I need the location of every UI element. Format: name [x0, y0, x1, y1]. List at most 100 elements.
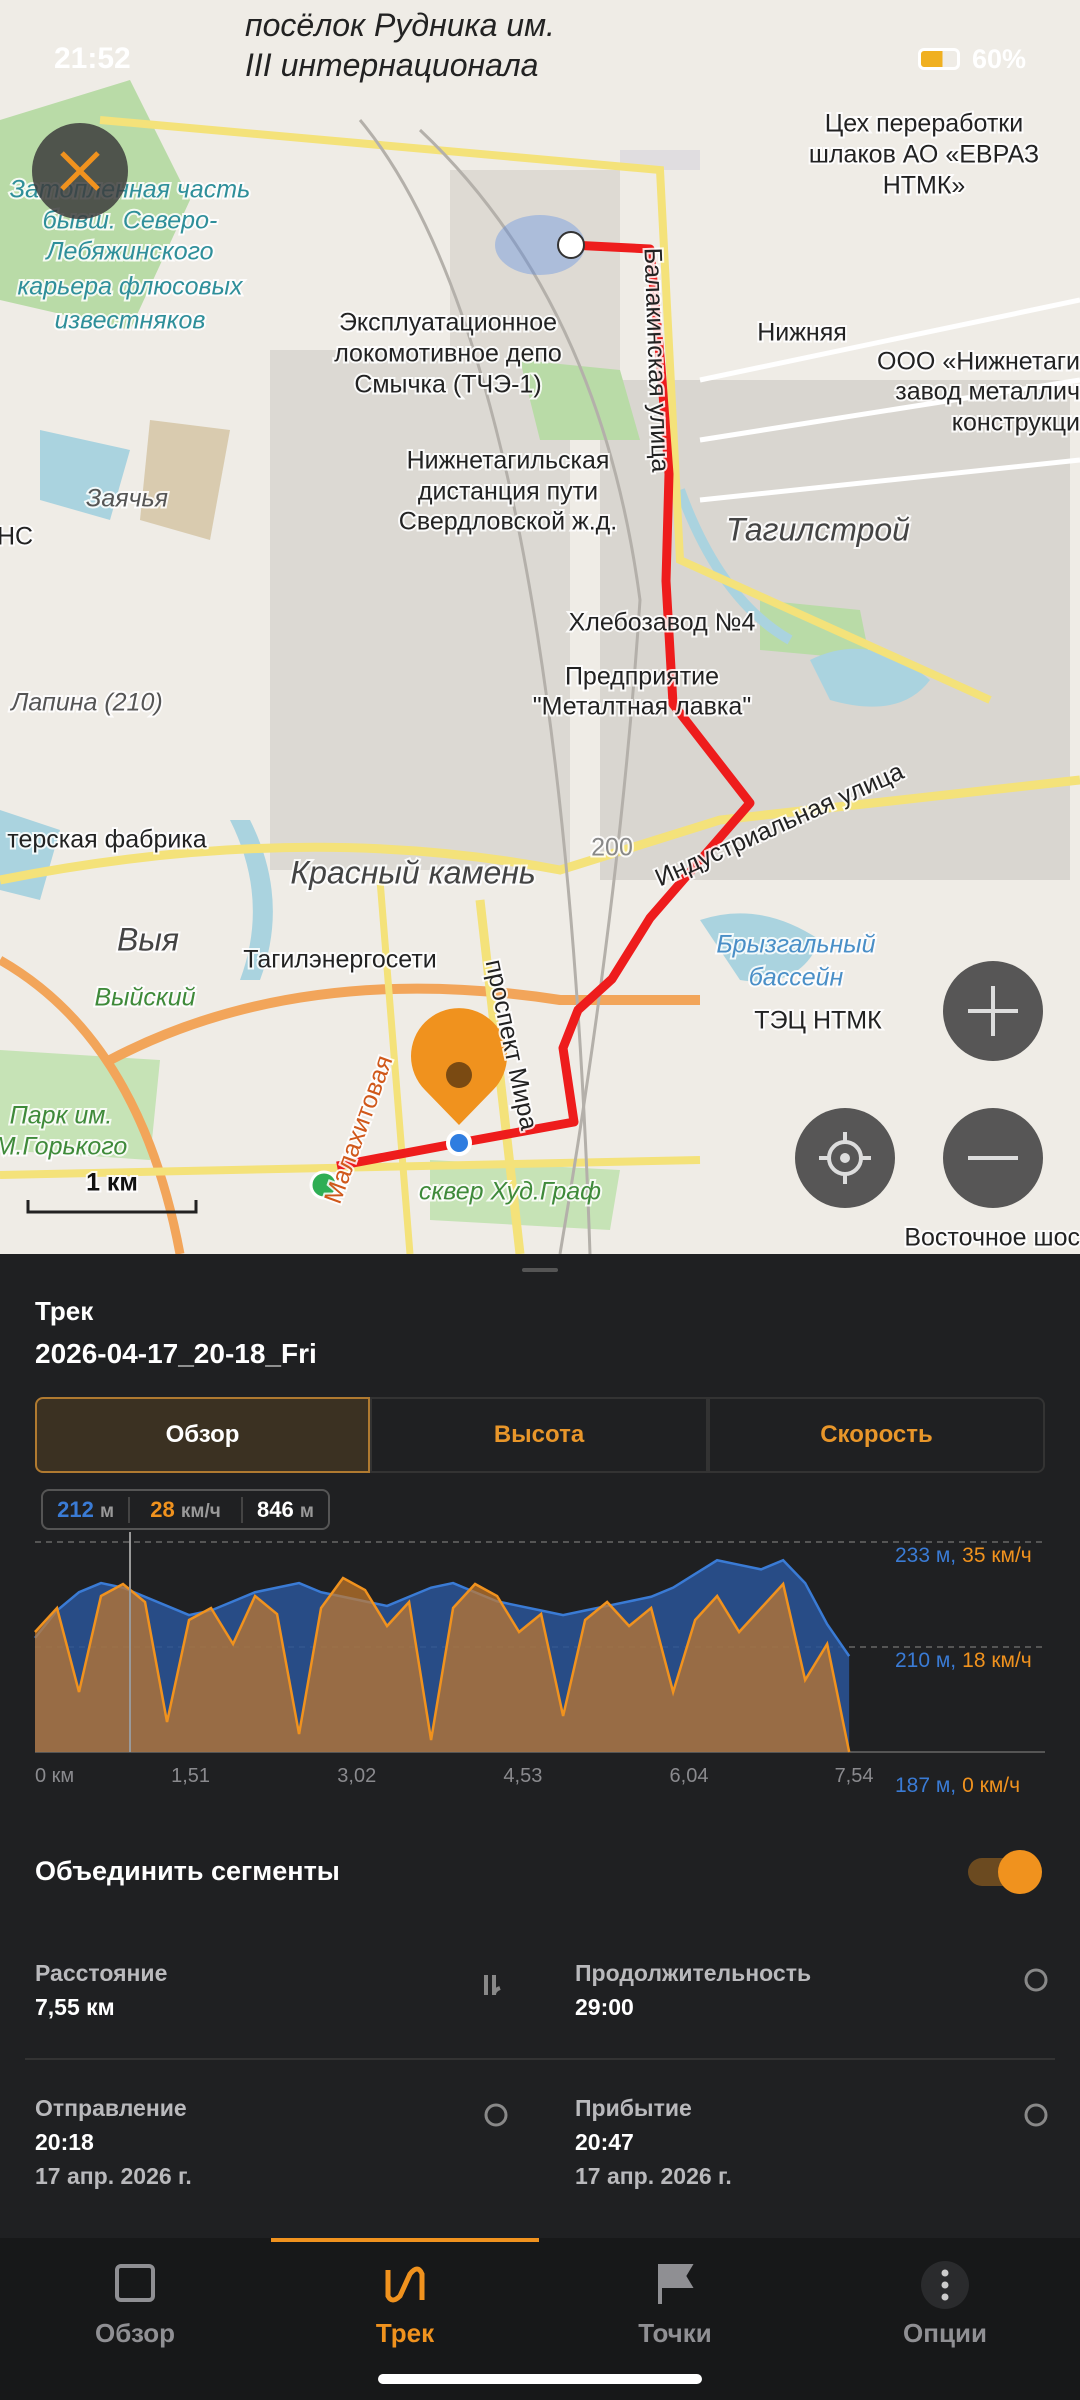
- y-tick-label: 0 км/ч: [962, 1774, 1020, 1797]
- map-label: ТЭЦ НТМК: [754, 1007, 882, 1035]
- nav-item[interactable]: Точки: [638, 2318, 712, 2348]
- stat-label: Расстояние: [35, 1960, 168, 1986]
- tab[interactable]: Обзор: [35, 1397, 370, 1473]
- join-toggle[interactable]: [968, 1850, 1042, 1894]
- my-location-button[interactable]: [795, 1108, 895, 1208]
- stat-value: 20:47: [575, 2129, 634, 2155]
- stat-label: Прибытие: [575, 2095, 692, 2121]
- map-label: Цех переработки: [825, 110, 1023, 138]
- pill-value: 212: [57, 1496, 94, 1522]
- line: [34, 1576, 851, 1753]
- start-marker: [309, 1170, 339, 1200]
- map-label: шлаков АО «ЕВРАЗ: [809, 141, 1039, 169]
- nav-indicator: [271, 2238, 539, 2242]
- map-label: 200: [591, 834, 633, 862]
- map-label: III интернационала: [245, 47, 538, 83]
- scale-bar: [26, 1200, 198, 1214]
- map-label: Нижнетагильская: [407, 447, 610, 475]
- y-tick-label: 187 м,: [895, 1774, 956, 1797]
- nav-item[interactable]: Трек: [375, 2318, 435, 2348]
- chart-pills: 212 м 28 км/ч 846 м: [41, 1489, 330, 1530]
- stat-date: 17 апр. 2026 г.: [35, 2163, 192, 2189]
- pill-unit: км/ч: [180, 1500, 221, 1522]
- map-label: Парк им.: [10, 1102, 113, 1130]
- map-label: сквер Худ.Граф: [419, 1178, 601, 1206]
- status-time: 21:52: [54, 42, 131, 75]
- top-label: посёлок Рудника им. III интернационала: [245, 7, 555, 83]
- position-pin: [411, 1008, 507, 1156]
- pill-unit: м: [99, 1500, 115, 1522]
- nav-item[interactable]: Опции: [903, 2318, 987, 2348]
- map-label: Восточное шос: [904, 1224, 1080, 1252]
- zoom-out-button[interactable]: [943, 1108, 1043, 1208]
- map-label: терская фабрика: [7, 826, 206, 854]
- map-label: Лапина (210): [9, 689, 162, 717]
- stat-date: 17 апр. 2026 г.: [575, 2163, 732, 2189]
- map-label: ООО «Нижнетаги: [877, 348, 1080, 376]
- map-label: Хлебозавод №4: [569, 609, 756, 637]
- map[interactable]: Цех переработки шлаков АО «ЕВРАЗ НТМК» З…: [0, 0, 1080, 1254]
- map-label: НС: [0, 523, 33, 551]
- map-label: Смычка (ТЧЭ-1): [354, 371, 541, 399]
- nav-icons: [115, 2261, 969, 2309]
- line: [34, 1558, 851, 1657]
- x-tick-label: 0 км: [35, 1765, 74, 1787]
- map-label: Заячья: [86, 485, 168, 513]
- map-label: бассейн: [749, 964, 844, 992]
- map-roads: [0, 116, 1080, 1254]
- map-label: Брызгальный: [716, 931, 875, 959]
- x-tick-label: 1,51: [171, 1765, 210, 1787]
- pill-unit: м: [299, 1500, 314, 1522]
- map-label: локомотивное депо: [334, 340, 562, 368]
- finish-marker: [557, 231, 585, 259]
- map-label: известняков: [55, 307, 206, 335]
- stat-label: Продолжительность: [575, 1960, 812, 1986]
- map-label: конструкци: [952, 409, 1080, 437]
- map-label: Нижняя: [757, 319, 847, 347]
- gesture-bar: [378, 2374, 702, 2384]
- stat-value: 29:00: [575, 1994, 634, 2020]
- y-tick-label: 210 м,: [895, 1649, 956, 1672]
- x-tick-label: 4,53: [503, 1765, 542, 1787]
- stat-value: 7,55 км: [35, 1994, 115, 2020]
- map-label: НТМК»: [883, 172, 966, 200]
- tab[interactable]: Скорость: [708, 1397, 1045, 1473]
- close-button[interactable]: [32, 123, 128, 219]
- tab[interactable]: Высота: [370, 1397, 708, 1473]
- y-tick-label: 233 м,: [895, 1544, 956, 1567]
- sheet-handle[interactable]: [522, 1268, 558, 1272]
- y-tick-label: 18 км/ч: [962, 1649, 1032, 1672]
- map-label: Свердловской ж.д.: [399, 508, 617, 536]
- map-label: завод металлич: [895, 378, 1080, 406]
- map-label: Выйский: [94, 984, 195, 1012]
- stat-icons: [484, 1968, 1048, 2127]
- map-label: Тагилстрой: [726, 511, 910, 547]
- pill-value: 846: [256, 1496, 294, 1522]
- scale-label: 1 км: [86, 1169, 138, 1197]
- stat-label: Отправление: [35, 2095, 187, 2121]
- y-tick-label: 35 км/ч: [962, 1544, 1032, 1567]
- map-label: "Металтная лавка": [533, 693, 751, 721]
- track-name: 2026-04-17_20-18_Fri: [35, 1338, 317, 1369]
- x-tick-label: 7,54: [835, 1765, 874, 1787]
- x-tick-label: 3,02: [337, 1765, 376, 1787]
- stat-value: 20:18: [35, 2129, 94, 2155]
- area: [35, 1578, 850, 1752]
- map-label: Предприятие: [565, 663, 719, 691]
- map-label: посёлок Рудника им.: [245, 7, 555, 43]
- pill-value: 28: [150, 1496, 175, 1522]
- map-label: Лебяжинского: [44, 238, 213, 266]
- map-label: Красный камень: [290, 854, 535, 890]
- join-label: Объединить сегменты: [35, 1856, 340, 1886]
- profile-chart[interactable]: 0 км 1,51 3,02 4,53 6,04 7,54 233 м, 35 км/ч 210…: [0, 1530, 1080, 1800]
- nav-item[interactable]: Обзор: [95, 2318, 175, 2348]
- map-label: М.Горького: [0, 1133, 127, 1161]
- zoom-in-button[interactable]: [943, 961, 1043, 1061]
- battery-icon: [918, 48, 960, 70]
- map-label: Эксплуатационное: [339, 309, 557, 337]
- x-tick-label: 6,04: [670, 1765, 709, 1787]
- status-battery: 60%: [972, 44, 1027, 74]
- map-label: карьера флюсовых: [18, 273, 245, 301]
- location-accuracy: [495, 215, 585, 275]
